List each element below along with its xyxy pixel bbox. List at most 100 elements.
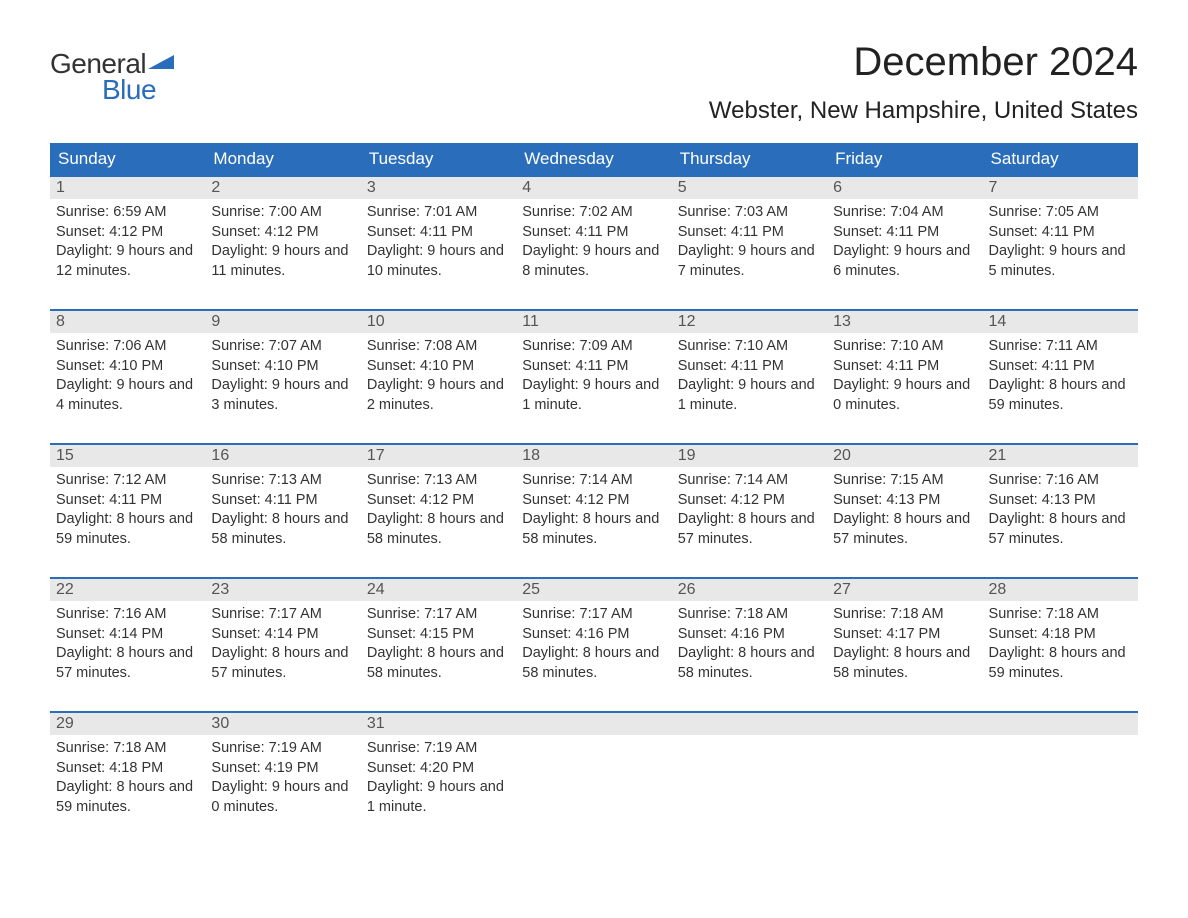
sunset-label: Sunset: (989, 492, 1038, 508)
sunrise-label: Sunrise: (367, 204, 420, 220)
day-number-row: 31 (361, 713, 516, 735)
day-body: Sunrise: 7:07 AMSunset: 4:10 PMDaylight:… (205, 333, 360, 421)
sunset-line: Sunset: 4:12 PM (522, 491, 665, 511)
day-body: Sunrise: 7:19 AMSunset: 4:19 PMDaylight:… (205, 735, 360, 823)
sunset-label: Sunset: (678, 626, 727, 642)
sunrise-line: Sunrise: 7:18 AM (678, 605, 821, 625)
sunrise-label: Sunrise: (367, 740, 420, 756)
sunset-label: Sunset: (833, 358, 882, 374)
sunrise-label: Sunrise: (522, 338, 575, 354)
day-body: Sunrise: 7:17 AMSunset: 4:15 PMDaylight:… (361, 601, 516, 689)
daylight-label: Daylight: (678, 511, 734, 527)
day-number-row: 17 (361, 445, 516, 467)
day-cell: 4Sunrise: 7:02 AMSunset: 4:11 PMDaylight… (516, 177, 671, 295)
day-number-row: 22 (50, 579, 205, 601)
day-number: 3 (367, 179, 376, 196)
day-number-row: . (516, 713, 671, 735)
sunrise-label: Sunrise: (678, 472, 731, 488)
sunset-line: Sunset: 4:13 PM (989, 491, 1132, 511)
sunset-value: 4:13 PM (886, 492, 940, 508)
sunset-line: Sunset: 4:13 PM (833, 491, 976, 511)
day-cell: 2Sunrise: 7:00 AMSunset: 4:12 PMDaylight… (205, 177, 360, 295)
day-number: 24 (367, 581, 385, 598)
sunrise-label: Sunrise: (522, 204, 575, 220)
day-body: Sunrise: 7:18 AMSunset: 4:16 PMDaylight:… (672, 601, 827, 689)
day-number: 20 (833, 447, 851, 464)
day-body: Sunrise: 7:17 AMSunset: 4:14 PMDaylight:… (205, 601, 360, 689)
day-cell: 6Sunrise: 7:04 AMSunset: 4:11 PMDaylight… (827, 177, 982, 295)
sunrise-line: Sunrise: 7:13 AM (367, 471, 510, 491)
sunrise-line: Sunrise: 7:18 AM (989, 605, 1132, 625)
day-number-row: 11 (516, 311, 671, 333)
sunset-line: Sunset: 4:15 PM (367, 625, 510, 645)
day-number-row: 26 (672, 579, 827, 601)
sunset-value: 4:10 PM (109, 358, 163, 374)
sunset-value: 4:11 PM (265, 492, 318, 508)
day-body: Sunrise: 7:02 AMSunset: 4:11 PMDaylight:… (516, 199, 671, 287)
logo-text-blue: Blue (102, 74, 156, 106)
day-cell: 16Sunrise: 7:13 AMSunset: 4:11 PMDayligh… (205, 445, 360, 563)
sunrise-line: Sunrise: 7:07 AM (211, 337, 354, 357)
sunrise-value: 7:10 AM (890, 338, 943, 354)
day-number: 12 (678, 313, 696, 330)
sunrise-value: 7:14 AM (735, 472, 788, 488)
sunrise-label: Sunrise: (367, 338, 420, 354)
sunrise-label: Sunrise: (833, 338, 886, 354)
day-number-row: 5 (672, 177, 827, 199)
sunrise-label: Sunrise: (56, 606, 109, 622)
daylight-label: Daylight: (678, 377, 734, 393)
sunrise-value: 7:05 AM (1046, 204, 1099, 220)
day-body: Sunrise: 7:18 AMSunset: 4:17 PMDaylight:… (827, 601, 982, 689)
sunrise-value: 7:12 AM (113, 472, 166, 488)
day-number-row: 19 (672, 445, 827, 467)
day-cell: 22Sunrise: 7:16 AMSunset: 4:14 PMDayligh… (50, 579, 205, 697)
sunset-label: Sunset: (678, 492, 727, 508)
day-cell: 29Sunrise: 7:18 AMSunset: 4:18 PMDayligh… (50, 713, 205, 831)
daylight-label: Daylight: (989, 243, 1045, 259)
day-number: 14 (989, 313, 1007, 330)
sunset-line: Sunset: 4:11 PM (522, 223, 665, 243)
sunset-line: Sunset: 4:12 PM (678, 491, 821, 511)
daylight-label: Daylight: (56, 243, 112, 259)
day-cell: 27Sunrise: 7:18 AMSunset: 4:17 PMDayligh… (827, 579, 982, 697)
sunset-line: Sunset: 4:11 PM (367, 223, 510, 243)
sunset-line: Sunset: 4:16 PM (678, 625, 821, 645)
sunrise-label: Sunrise: (833, 472, 886, 488)
day-number-row: 7 (983, 177, 1138, 199)
day-cell: 20Sunrise: 7:15 AMSunset: 4:13 PMDayligh… (827, 445, 982, 563)
day-number-row: 12 (672, 311, 827, 333)
sunrise-line: Sunrise: 7:17 AM (367, 605, 510, 625)
day-header-cell: Wednesday (516, 143, 671, 175)
sunrise-label: Sunrise: (678, 204, 731, 220)
sunrise-value: 7:14 AM (580, 472, 633, 488)
sunset-label: Sunset: (211, 760, 260, 776)
logo: General Blue (50, 40, 174, 106)
day-body: Sunrise: 7:05 AMSunset: 4:11 PMDaylight:… (983, 199, 1138, 287)
title-block: December 2024 Webster, New Hampshire, Un… (709, 40, 1138, 125)
day-number: 22 (56, 581, 74, 598)
sunset-label: Sunset: (989, 224, 1038, 240)
sunrise-value: 7:10 AM (735, 338, 788, 354)
day-cell: 25Sunrise: 7:17 AMSunset: 4:16 PMDayligh… (516, 579, 671, 697)
sunrise-value: 7:18 AM (113, 740, 166, 756)
daylight-label: Daylight: (367, 243, 423, 259)
sunset-line: Sunset: 4:11 PM (56, 491, 199, 511)
day-number-row: 15 (50, 445, 205, 467)
sunrise-label: Sunrise: (522, 472, 575, 488)
sunset-value: 4:18 PM (1042, 626, 1096, 642)
day-header-cell: Monday (205, 143, 360, 175)
sunrise-line: Sunrise: 7:14 AM (522, 471, 665, 491)
sunset-label: Sunset: (989, 358, 1038, 374)
day-header-cell: Tuesday (361, 143, 516, 175)
day-body: Sunrise: 7:09 AMSunset: 4:11 PMDaylight:… (516, 333, 671, 421)
sunrise-line: Sunrise: 7:19 AM (211, 739, 354, 759)
daylight-line: Daylight: 9 hours and 0 minutes. (833, 376, 976, 415)
day-number-row: 13 (827, 311, 982, 333)
day-header-cell: Sunday (50, 143, 205, 175)
sunrise-value: 7:08 AM (424, 338, 477, 354)
header: General Blue December 2024 Webster, New … (50, 40, 1138, 125)
sunset-label: Sunset: (211, 358, 260, 374)
sunrise-value: 7:09 AM (580, 338, 633, 354)
sunrise-label: Sunrise: (367, 472, 420, 488)
daylight-line: Daylight: 9 hours and 10 minutes. (367, 242, 510, 281)
